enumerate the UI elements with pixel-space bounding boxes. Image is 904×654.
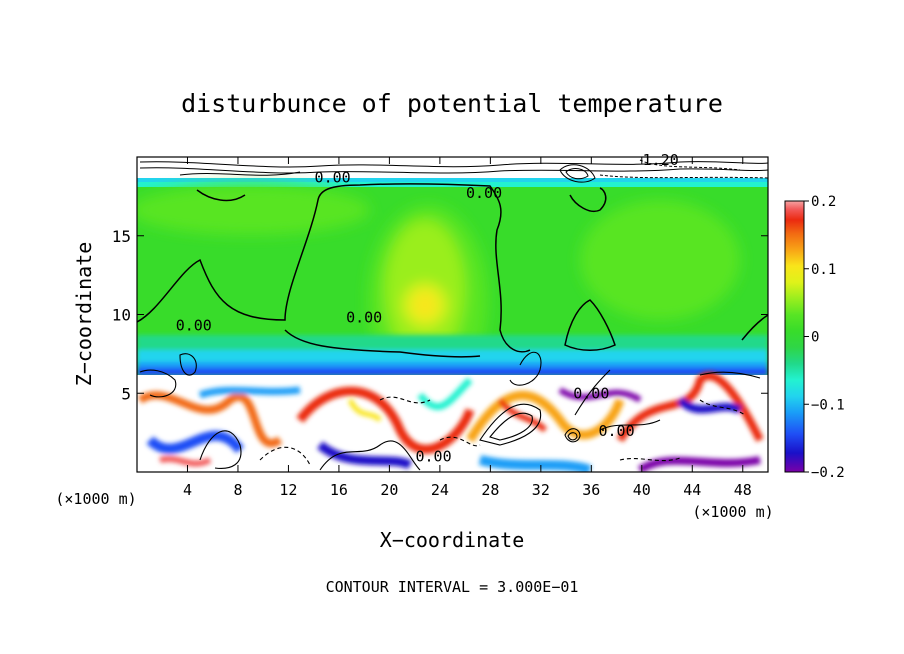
chart-title: disturbunce of potential temperature bbox=[181, 89, 723, 118]
heatmap-field bbox=[137, 157, 768, 472]
contour-label: 0.00 bbox=[416, 447, 452, 465]
x-tick-label: 4 bbox=[183, 481, 192, 499]
contour-label: 0.00 bbox=[346, 309, 382, 327]
x-tick-label: 28 bbox=[481, 481, 499, 499]
x-tick-label: 8 bbox=[233, 481, 242, 499]
x-unit-label-left: (×1000 m) bbox=[55, 490, 136, 508]
contour-label: 0.00 bbox=[573, 384, 609, 402]
x-tick-label: 20 bbox=[380, 481, 398, 499]
y-tick-label: 15 bbox=[112, 227, 131, 246]
contour-label: 0.00 bbox=[466, 184, 502, 202]
x-axis-title: X−coordinate bbox=[380, 528, 525, 552]
y-tick-label: 10 bbox=[112, 306, 131, 325]
x-axis: 4 8 12 16 20 24 28 32 36 40 44 48 bbox=[183, 157, 752, 499]
x-tick-label: 40 bbox=[633, 481, 651, 499]
contour-label: 0.00 bbox=[176, 317, 212, 335]
colorbar-tick-label: −0.1 bbox=[811, 397, 845, 413]
x-unit-label-right: (×1000 m) bbox=[692, 503, 773, 521]
x-tick-label: 44 bbox=[683, 481, 701, 499]
y-axis: 5 10 15 bbox=[112, 227, 768, 403]
contour-label: 0.00 bbox=[315, 168, 351, 186]
colorbar-tick-label: 0.2 bbox=[811, 194, 836, 210]
x-tick-label: 16 bbox=[330, 481, 348, 499]
y-axis-title: Z−coordinate bbox=[72, 242, 96, 387]
x-tick-label: 12 bbox=[279, 481, 297, 499]
x-tick-label: 48 bbox=[734, 481, 752, 499]
x-tick-label: 24 bbox=[431, 481, 449, 499]
x-tick-label: 32 bbox=[532, 481, 550, 499]
contour-labels: 0.00 1.20 0.00 0.00 0.00 0.00 0.00 0.00 bbox=[176, 151, 679, 465]
y-tick-label: 5 bbox=[121, 384, 131, 403]
contour-label: 0.00 bbox=[598, 422, 634, 440]
colorbar: 0.2 0.1 0 −0.1 −0.2 bbox=[784, 194, 845, 481]
contour-label: 1.20 bbox=[643, 151, 679, 169]
colorbar-tick-label: 0.1 bbox=[811, 262, 836, 278]
x-tick-label: 36 bbox=[582, 481, 600, 499]
contour-interval-note: CONTOUR INTERVAL = 3.000E−01 bbox=[326, 578, 579, 596]
colorbar-tick-label: −0.2 bbox=[811, 465, 845, 481]
colorbar-tick-label: 0 bbox=[811, 330, 819, 346]
